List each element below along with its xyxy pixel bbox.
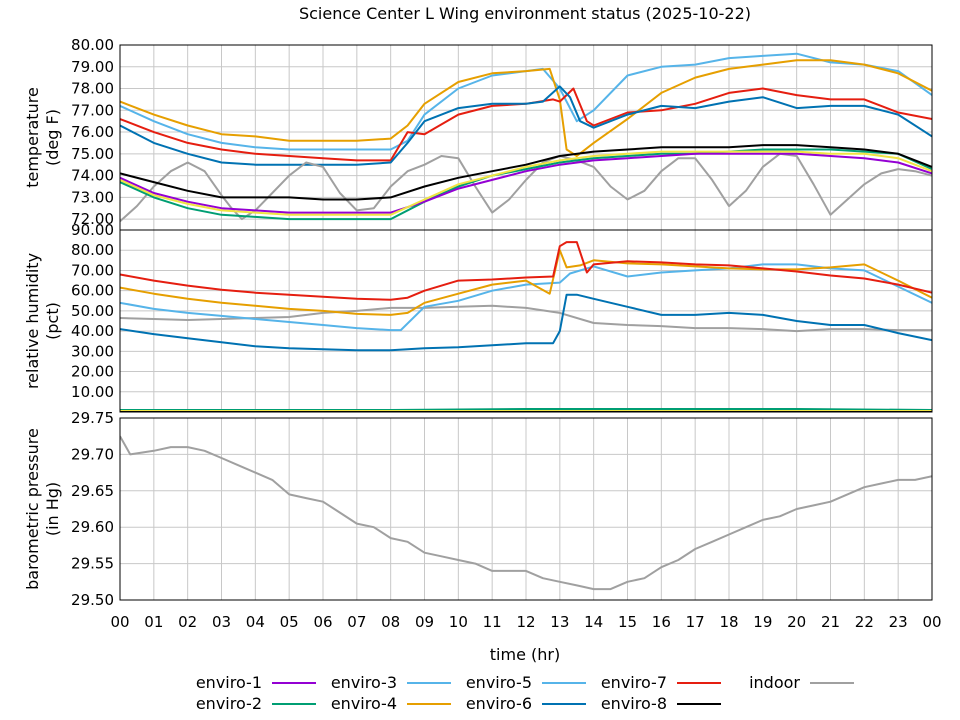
x-tick-label: 01 [144, 613, 163, 631]
series-line-enviro-6 [120, 59, 932, 157]
y-tick-label: 80.00 [71, 241, 114, 259]
y-tick-label: 29.75 [71, 409, 114, 427]
x-tick-label: 07 [347, 613, 366, 631]
series-line-enviro-1 [120, 152, 932, 214]
y-tick-label: 29.55 [71, 555, 114, 573]
panel-2: 90.00 80.00 70.00 60.00 50.00 40.00 30.00 20.00… [23, 221, 933, 413]
y-tick-label: 20.00 [71, 363, 114, 381]
series-line-enviro-8 [120, 144, 932, 201]
x-tick-label: 21 [821, 613, 840, 631]
y-tick-label: 40.00 [71, 322, 114, 340]
legend-label: enviro-7 [601, 673, 667, 692]
y-axis-label: relative humidity(pct) [23, 253, 62, 389]
series-line-enviro-2 [120, 408, 932, 411]
legend-label: enviro-8 [601, 694, 667, 713]
series-line-enviro-3 [120, 263, 932, 332]
x-tick-label: 15 [618, 613, 637, 631]
x-axis: 00 01 02 03 04 05 06 07 08 09 10 11 12 13 14 15 16 17 18 19… [110, 613, 941, 631]
x-tick-label: 20 [787, 613, 806, 631]
y-tick-label: 77.00 [71, 101, 114, 119]
series-line-enviro-2 [120, 148, 932, 221]
x-tick-label: 17 [686, 613, 705, 631]
y-tick-label: 70.00 [71, 261, 114, 279]
x-tick-label: 08 [381, 613, 400, 631]
x-tick-label: 19 [753, 613, 772, 631]
y-tick-label: 76.00 [71, 123, 114, 141]
x-tick-label: 02 [178, 613, 197, 631]
x-tick-label: 06 [313, 613, 332, 631]
x-tick-label: 05 [280, 613, 299, 631]
x-tick-label: 14 [584, 613, 603, 631]
y-axis-label: barometric pressure(in Hg) [23, 428, 62, 590]
y-tick-label: 90.00 [71, 221, 114, 239]
series-line-enviro-7 [120, 150, 932, 216]
series-line-enviro-7 [120, 87, 932, 162]
x-tick-label: 16 [652, 613, 671, 631]
x-tick-label: 04 [246, 613, 265, 631]
y-tick-label: 29.50 [71, 591, 114, 609]
series-line-indoor [120, 152, 932, 223]
y-tick-label: 74.00 [71, 167, 114, 185]
legend-label: indoor [749, 673, 800, 692]
legend-label: enviro-5 [466, 673, 532, 692]
series-line-indoor [120, 435, 932, 591]
series-line-enviro-7 [120, 241, 932, 301]
legend-label: enviro-1 [196, 673, 262, 692]
y-tick-label: 72.00 [71, 210, 114, 228]
x-tick-label: 00 [922, 613, 941, 631]
x-tick-label: 18 [719, 613, 738, 631]
y-tick-label: 30.00 [71, 342, 114, 360]
y-tick-label: 73.00 [71, 188, 114, 206]
y-tick-label: 10.00 [71, 383, 114, 401]
plot-frame [119, 417, 933, 601]
y-tick-label: 60.00 [71, 282, 114, 300]
plot-frame [119, 229, 933, 413]
x-tick-label: 10 [449, 613, 468, 631]
y-tick-label: 29.65 [71, 482, 114, 500]
y-axis-label: temperature(deg F) [23, 87, 62, 188]
legend-label: enviro-6 [466, 694, 532, 713]
y-tick-label: 75.00 [71, 145, 114, 163]
legend-label: enviro-3 [331, 673, 397, 692]
x-tick-label: 11 [483, 613, 502, 631]
series-line-enviro-8 [120, 293, 932, 352]
legend: enviro-1 enviro-2 enviro-3 enviro-4 enviro-5… [196, 673, 854, 713]
y-tick-label: 79.00 [71, 58, 114, 76]
legend-label: enviro-4 [331, 694, 397, 713]
y-tick-label: 78.00 [71, 80, 114, 98]
x-axis-label: time (hr) [490, 645, 560, 664]
y-tick-label: 80.00 [71, 36, 114, 54]
series-line-enviro-8 [120, 85, 932, 166]
x-tick-label: 23 [889, 613, 908, 631]
x-tick-label: 03 [212, 613, 231, 631]
x-tick-label: 09 [415, 613, 434, 631]
y-tick-label: 29.60 [71, 518, 114, 536]
y-tick-label: 50.00 [71, 302, 114, 320]
x-tick-label: 00 [110, 613, 129, 631]
x-tick-label: 22 [855, 613, 874, 631]
y-tick-label: 29.70 [71, 445, 114, 463]
panel-3: 29.75 29.70 29.65 29.60 29.55 29.50 barometric… [23, 409, 933, 609]
x-tick-label: 12 [516, 613, 535, 631]
x-tick-label: 13 [550, 613, 569, 631]
panel-1: 80.00 79.00 78.00 77.00 76.00 75.00 74.00 73.00… [23, 36, 933, 231]
legend-label: enviro-2 [196, 694, 262, 713]
chart-title: Science Center L Wing environment status… [299, 4, 751, 23]
